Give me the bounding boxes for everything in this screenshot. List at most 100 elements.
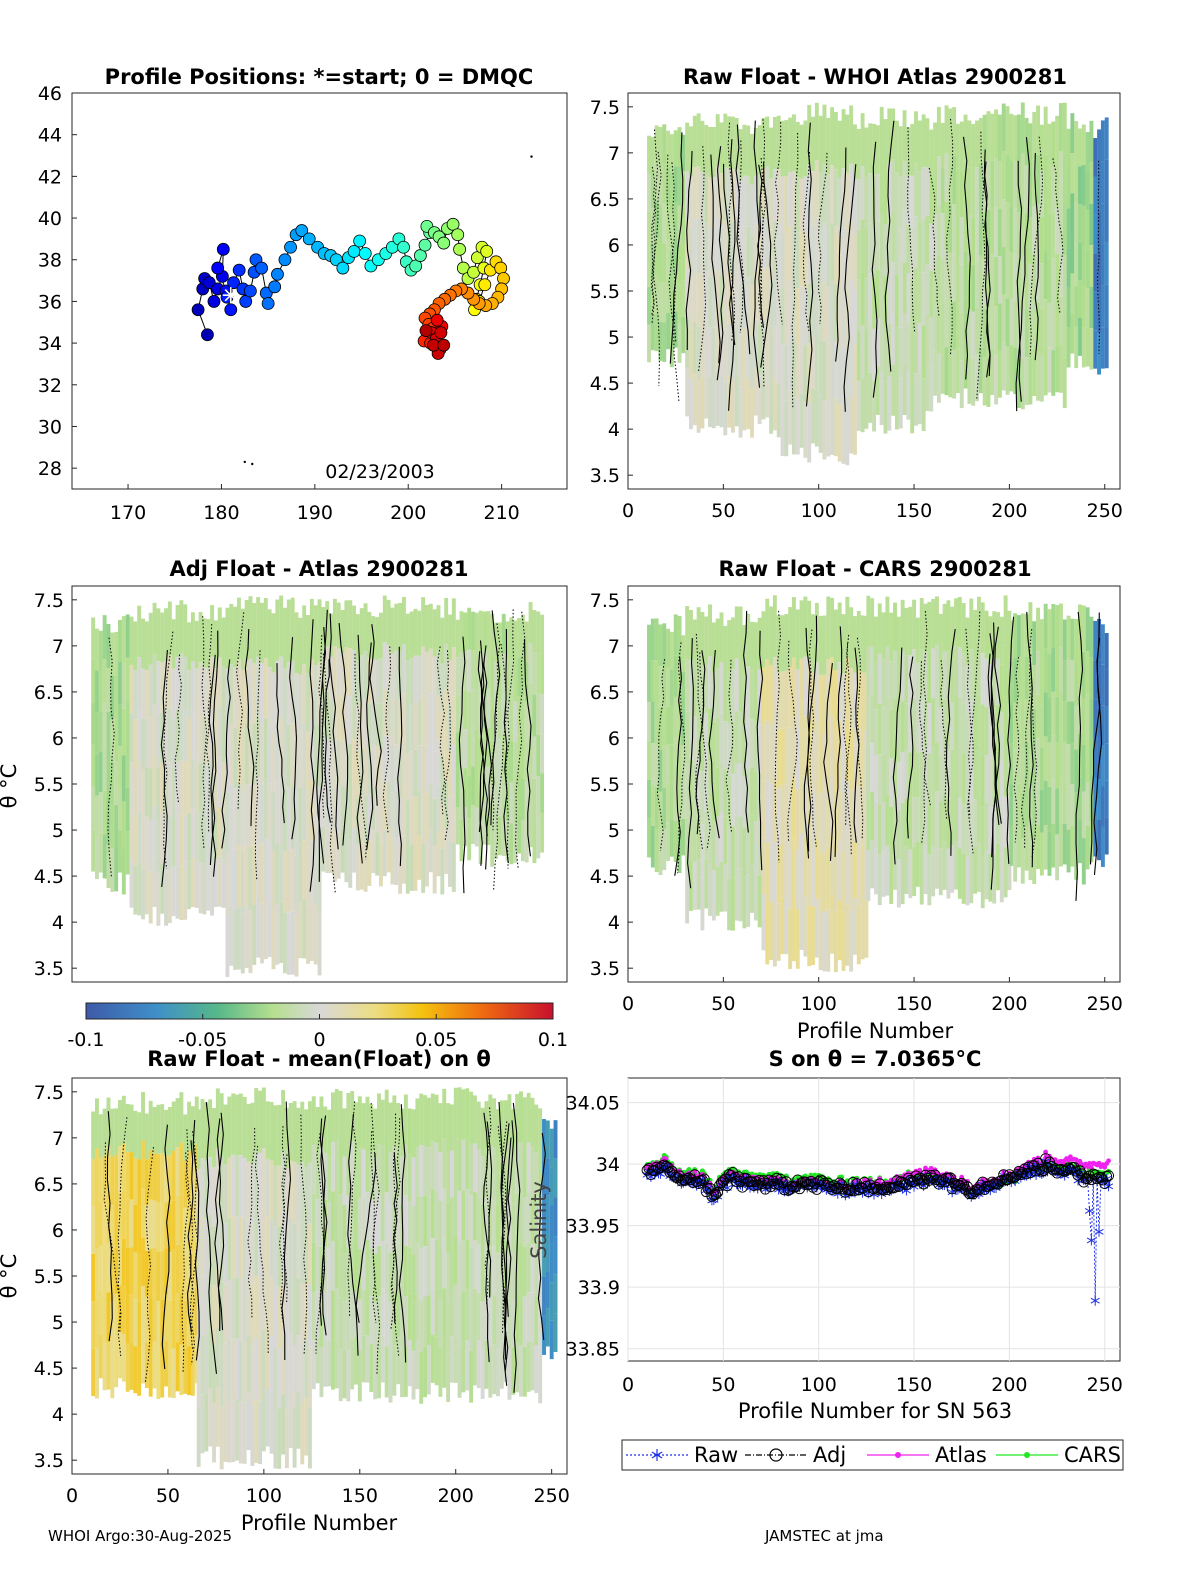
heatmap-cell: [1093, 291, 1098, 331]
heatmap-cell: [472, 1240, 477, 1289]
heatmap-cell: [708, 277, 712, 328]
heatmap-cell: [98, 791, 103, 833]
adj-point: [1074, 1165, 1086, 1177]
heatmap-cell: [444, 781, 449, 828]
contour-line: [458, 636, 466, 894]
heatmap-cell: [98, 832, 103, 873]
heatmap-cell: [455, 732, 460, 770]
heatmap-cell: [137, 812, 142, 864]
heatmap-cell: [1100, 244, 1105, 286]
heatmap-cell: [719, 274, 724, 326]
heatmap-cell: [1017, 310, 1021, 360]
heatmap-cell: [853, 672, 857, 729]
heatmap-cell: [1066, 615, 1071, 659]
heatmap-cell: [711, 177, 716, 228]
heatmap-cell: [538, 1157, 543, 1207]
heatmap-cell: [152, 1341, 157, 1389]
atlas-point: [1043, 1149, 1049, 1155]
heatmap-cell: [1032, 206, 1037, 254]
stray-position-point: [530, 155, 533, 158]
contour-line: [347, 1101, 357, 1318]
heatmap-cell: [102, 746, 107, 791]
contour-line: [907, 127, 916, 334]
heatmap-cell: [689, 610, 693, 661]
heatmap-cell: [141, 819, 145, 870]
heatmap-cell: [936, 205, 941, 255]
heatmap-cell: [795, 399, 800, 455]
heatmap-cell: [792, 718, 796, 780]
heatmap-cell: [246, 1161, 251, 1220]
heatmap-cell: [302, 840, 307, 900]
heatmap-cell: [237, 783, 241, 846]
heatmap-cell: [986, 259, 991, 309]
legend-item-adj: Adj: [745, 1443, 846, 1467]
heatmap-cell: [1074, 162, 1079, 204]
heatmap-cell: [727, 878, 732, 931]
heatmap-cell: [719, 811, 724, 862]
heatmap-cell: [927, 753, 932, 805]
heatmap-cell: [1058, 822, 1063, 867]
heatmap-cell: [822, 674, 827, 735]
heatmap-cell: [795, 609, 800, 670]
contour-line: [921, 611, 928, 845]
adj-point: [775, 1173, 787, 1185]
heatmap-cell: [692, 667, 697, 717]
heatmap-cell: [133, 816, 138, 866]
heatmap-cell: [685, 171, 690, 221]
heatmap-cell: [673, 696, 678, 739]
heatmap-cell: [788, 226, 793, 282]
heatmap-cell: [210, 760, 215, 813]
heatmap-cell: [528, 683, 533, 725]
heatmap-cell: [95, 1348, 99, 1399]
heatmap-cell: [1009, 298, 1014, 346]
heatmap-cell: [833, 169, 838, 227]
heatmap-cell: [963, 297, 968, 343]
heatmap-cell: [811, 280, 815, 335]
heatmap-cell: [1001, 342, 1006, 391]
heatmap-cell: [982, 211, 987, 261]
heatmap-cell: [175, 604, 180, 658]
heatmap-cell: [689, 277, 693, 329]
heatmap-cell: [269, 1219, 274, 1278]
heatmap-cell: [98, 1158, 103, 1203]
heatmap-cell: [830, 396, 835, 455]
heatmap-cell: [919, 700, 924, 752]
heatmap-cell: [283, 729, 287, 791]
heatmap-cell: [1093, 660, 1098, 700]
heatmap-cell: [340, 609, 345, 654]
heatmap-cell: [536, 652, 541, 694]
heatmap-cell: [973, 657, 978, 705]
heatmap-cell: [467, 691, 472, 735]
heatmap-cell: [1081, 652, 1086, 699]
heatmap-cell: [423, 1145, 428, 1196]
heatmap-cell: [505, 621, 510, 662]
salinity-ytick-label: 33.95: [566, 1216, 620, 1238]
heatmap-cell: [988, 854, 993, 902]
heatmap-cell: [279, 718, 284, 780]
heatmap-cell: [689, 810, 693, 861]
heatmap-cell: [263, 658, 268, 719]
heatmap-cell: [331, 1340, 335, 1390]
heatmap-cell: [757, 875, 762, 928]
heatmap-cell: [1051, 823, 1056, 868]
heatmap-cell: [908, 703, 913, 753]
adj-point: [786, 1180, 798, 1192]
heatmap-cell: [982, 308, 987, 357]
heatmap-cell: [894, 120, 899, 173]
heatmap-cell: [799, 232, 804, 287]
heatmap-cell: [853, 179, 857, 235]
heatmap-cell: [1089, 616, 1094, 658]
heatmap-cell: [411, 1109, 416, 1158]
heatmap-cell: [213, 811, 218, 860]
heatmap-cell: [814, 721, 819, 781]
heatmap-cell: [167, 762, 172, 816]
heatmap-cell: [121, 1143, 126, 1192]
heatmap-cell: [1070, 701, 1075, 743]
heatmap-cell: [738, 816, 743, 869]
heatmap-cell: [496, 1252, 500, 1301]
heatmap-cell: [666, 203, 671, 240]
heatmap-cell: [742, 827, 747, 878]
heatmap-cell: [925, 313, 930, 363]
heatmap-cell: [1089, 657, 1094, 699]
